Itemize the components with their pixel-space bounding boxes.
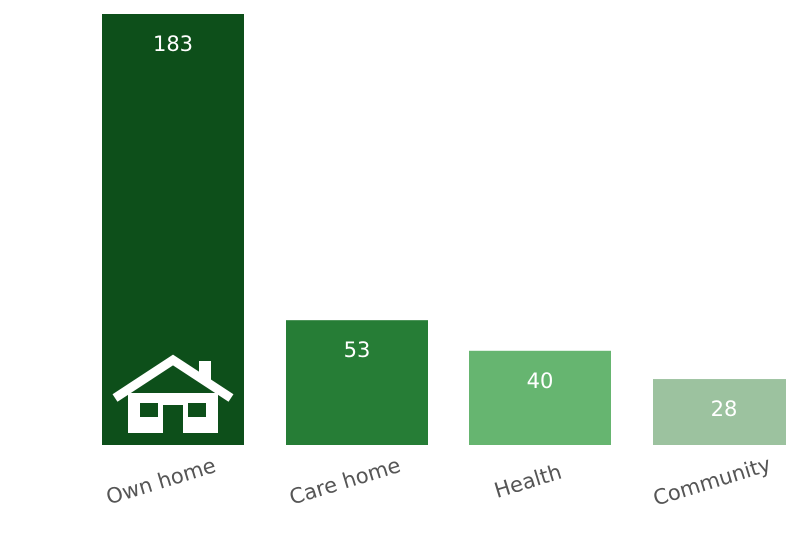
house-icon <box>112 354 234 433</box>
value-label-care-home: 53 <box>344 338 371 362</box>
category-label-health: Health <box>491 460 564 503</box>
house-chimney-shape <box>199 361 211 381</box>
house-roof-shape <box>112 354 234 402</box>
bar-health <box>469 350 611 445</box>
category-label-community: Community <box>650 452 773 510</box>
bar-care-home <box>286 320 428 445</box>
value-label-community: 28 <box>711 397 738 421</box>
bar-community <box>653 379 786 445</box>
category-labels-group: Own home Care home Health Community <box>103 452 773 510</box>
house-body-shape <box>128 393 218 433</box>
value-label-own-home: 183 <box>153 32 193 56</box>
category-label-own-home: Own home <box>103 453 218 509</box>
category-label-care-home: Care home <box>287 453 404 510</box>
bars-group <box>102 14 786 445</box>
bar-own-home <box>102 14 244 445</box>
value-labels-group: 183 53 40 28 <box>153 32 737 421</box>
value-label-health: 40 <box>527 369 554 393</box>
